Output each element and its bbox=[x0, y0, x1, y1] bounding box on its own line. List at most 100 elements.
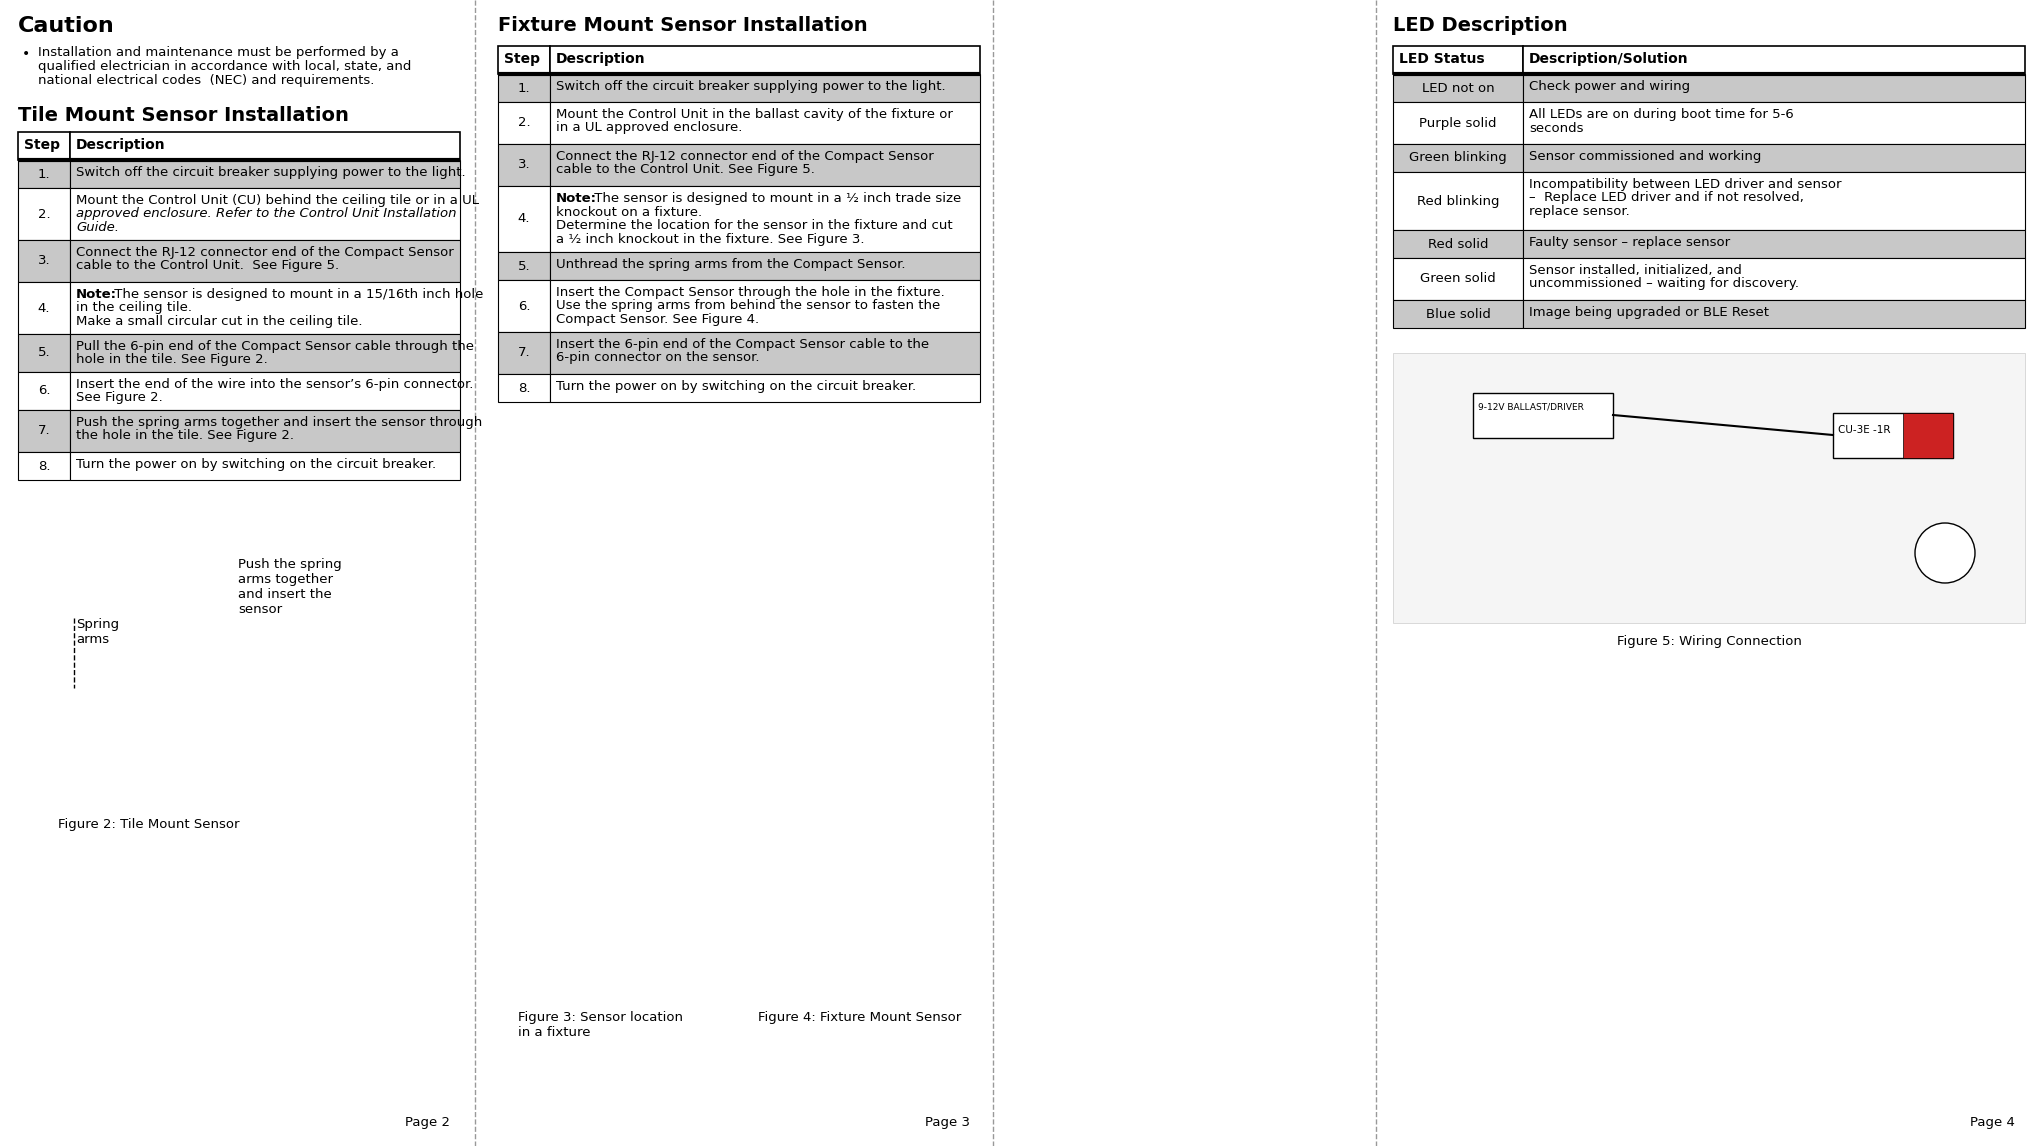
Text: Faulty sensor – replace sensor: Faulty sensor – replace sensor bbox=[1529, 236, 1731, 249]
Text: approved enclosure. Refer to the Control Unit Installation: approved enclosure. Refer to the Control… bbox=[76, 207, 457, 220]
Text: 2.: 2. bbox=[37, 207, 51, 220]
Text: Determine the location for the sensor in the fixture and cut: Determine the location for the sensor in… bbox=[555, 219, 953, 231]
Text: knockout on a fixture.: knockout on a fixture. bbox=[555, 205, 702, 219]
Text: national electrical codes  (NEC) and requirements.: national electrical codes (NEC) and requ… bbox=[39, 74, 374, 87]
Text: 4.: 4. bbox=[518, 212, 531, 226]
Bar bbox=[1394, 258, 1523, 300]
Bar bbox=[69, 372, 459, 410]
Text: 6.: 6. bbox=[37, 385, 51, 398]
Text: Mount the Control Unit (CU) behind the ceiling tile or in a UL: Mount the Control Unit (CU) behind the c… bbox=[76, 194, 480, 207]
Text: 5.: 5. bbox=[37, 346, 51, 360]
Bar bbox=[498, 74, 549, 102]
Text: Unthread the spring arms from the Compact Sensor.: Unthread the spring arms from the Compac… bbox=[555, 258, 906, 270]
Text: 3.: 3. bbox=[518, 158, 531, 172]
Text: Push the spring
arms together
and insert the
sensor: Push the spring arms together and insert… bbox=[239, 558, 341, 617]
Bar bbox=[18, 452, 69, 480]
Bar bbox=[1523, 74, 2025, 102]
Bar bbox=[498, 374, 549, 402]
Text: Green solid: Green solid bbox=[1421, 273, 1496, 285]
Bar bbox=[1394, 46, 1523, 74]
Text: Step: Step bbox=[24, 138, 59, 152]
Bar bbox=[549, 186, 980, 252]
Text: qualified electrician in accordance with local, state, and: qualified electrician in accordance with… bbox=[39, 60, 412, 73]
Text: replace sensor.: replace sensor. bbox=[1529, 205, 1631, 218]
Text: hole in the tile. See Figure 2.: hole in the tile. See Figure 2. bbox=[76, 353, 267, 367]
Text: Switch off the circuit breaker supplying power to the light.: Switch off the circuit breaker supplying… bbox=[555, 80, 945, 93]
Text: Purple solid: Purple solid bbox=[1418, 117, 1496, 129]
Bar bbox=[498, 102, 549, 144]
Bar bbox=[549, 252, 980, 280]
Bar bbox=[549, 46, 980, 74]
Text: Use the spring arms from behind the sensor to fasten the: Use the spring arms from behind the sens… bbox=[555, 299, 941, 313]
Text: Red solid: Red solid bbox=[1429, 237, 1488, 251]
Bar bbox=[69, 410, 459, 452]
Bar bbox=[1394, 102, 1523, 144]
Text: Figure 4: Fixture Mount Sensor: Figure 4: Fixture Mount Sensor bbox=[757, 1011, 961, 1025]
Text: Red blinking: Red blinking bbox=[1416, 195, 1500, 207]
Text: Insert the Compact Sensor through the hole in the fixture.: Insert the Compact Sensor through the ho… bbox=[555, 286, 945, 299]
Text: Installation and maintenance must be performed by a: Installation and maintenance must be per… bbox=[39, 46, 398, 58]
Text: 6.: 6. bbox=[518, 299, 531, 313]
Bar bbox=[18, 240, 69, 282]
Bar bbox=[1394, 172, 1523, 230]
Circle shape bbox=[1914, 523, 1976, 583]
Text: 2.: 2. bbox=[518, 117, 531, 129]
Text: 8.: 8. bbox=[518, 382, 531, 394]
Text: Mount the Control Unit in the ballast cavity of the fixture or: Mount the Control Unit in the ballast ca… bbox=[555, 108, 953, 121]
Bar bbox=[1523, 230, 2025, 258]
Text: Page 3: Page 3 bbox=[925, 1116, 969, 1129]
Bar bbox=[1394, 74, 1523, 102]
Bar bbox=[69, 160, 459, 188]
Bar bbox=[69, 188, 459, 240]
Text: Pull the 6-pin end of the Compact Sensor cable through the: Pull the 6-pin end of the Compact Sensor… bbox=[76, 340, 474, 353]
Text: Switch off the circuit breaker supplying power to the light.: Switch off the circuit breaker supplying… bbox=[76, 166, 465, 179]
Bar bbox=[1523, 300, 2025, 328]
Text: Sensor commissioned and working: Sensor commissioned and working bbox=[1529, 150, 1761, 163]
Text: Image being upgraded or BLE Reset: Image being upgraded or BLE Reset bbox=[1529, 306, 1770, 319]
Bar bbox=[1523, 258, 2025, 300]
Text: in a UL approved enclosure.: in a UL approved enclosure. bbox=[555, 121, 743, 134]
Bar bbox=[69, 452, 459, 480]
Text: 7.: 7. bbox=[518, 346, 531, 360]
Text: a ½ inch knockout in the fixture. See Figure 3.: a ½ inch knockout in the fixture. See Fi… bbox=[555, 233, 865, 245]
Text: Insert the 6-pin end of the Compact Sensor cable to the: Insert the 6-pin end of the Compact Sens… bbox=[555, 338, 929, 351]
Text: Fixture Mount Sensor Installation: Fixture Mount Sensor Installation bbox=[498, 16, 867, 36]
Bar bbox=[549, 102, 980, 144]
Text: Connect the RJ-12 connector end of the Compact Sensor: Connect the RJ-12 connector end of the C… bbox=[555, 150, 933, 163]
Text: •: • bbox=[22, 47, 31, 61]
Bar bbox=[549, 280, 980, 332]
Text: The sensor is designed to mount in a 15/16th inch hole: The sensor is designed to mount in a 15/… bbox=[110, 288, 484, 301]
Bar bbox=[549, 144, 980, 186]
Bar bbox=[1394, 144, 1523, 172]
Bar bbox=[498, 252, 549, 280]
Text: 7.: 7. bbox=[37, 424, 51, 438]
Bar bbox=[1394, 353, 2025, 623]
Text: Compact Sensor. See Figure 4.: Compact Sensor. See Figure 4. bbox=[555, 313, 759, 325]
Bar bbox=[18, 160, 69, 188]
Bar bbox=[1474, 393, 1612, 438]
Text: Figure 5: Wiring Connection: Figure 5: Wiring Connection bbox=[1616, 635, 1802, 647]
Text: 1.: 1. bbox=[37, 167, 51, 181]
Text: 9-12V BALLAST/DRIVER: 9-12V BALLAST/DRIVER bbox=[1478, 403, 1584, 413]
Text: –  Replace LED driver and if not resolved,: – Replace LED driver and if not resolved… bbox=[1529, 191, 1804, 204]
Text: Figure 2: Tile Mount Sensor: Figure 2: Tile Mount Sensor bbox=[57, 818, 239, 831]
Text: CU-3E -1R: CU-3E -1R bbox=[1839, 425, 1890, 435]
Text: LED not on: LED not on bbox=[1423, 81, 1494, 94]
Bar bbox=[18, 410, 69, 452]
Text: Step: Step bbox=[504, 52, 541, 66]
Text: Spring
arms: Spring arms bbox=[76, 618, 118, 646]
Text: Green blinking: Green blinking bbox=[1408, 151, 1506, 165]
Bar bbox=[498, 144, 549, 186]
Bar bbox=[1394, 230, 1523, 258]
Text: Insert the end of the wire into the sensor’s 6-pin connector.: Insert the end of the wire into the sens… bbox=[76, 378, 474, 391]
Text: Sensor installed, initialized, and: Sensor installed, initialized, and bbox=[1529, 264, 1741, 277]
Text: See Figure 2.: See Figure 2. bbox=[76, 392, 163, 405]
Text: Description: Description bbox=[555, 52, 645, 66]
Text: 4.: 4. bbox=[37, 301, 51, 314]
Text: Incompatibility between LED driver and sensor: Incompatibility between LED driver and s… bbox=[1529, 178, 1841, 191]
Bar bbox=[1902, 413, 1953, 458]
Text: in the ceiling tile.: in the ceiling tile. bbox=[76, 301, 192, 314]
Text: Guide.: Guide. bbox=[76, 221, 118, 234]
Text: LED Status: LED Status bbox=[1398, 52, 1484, 66]
Text: All LEDs are on during boot time for 5-6: All LEDs are on during boot time for 5-6 bbox=[1529, 108, 1794, 121]
